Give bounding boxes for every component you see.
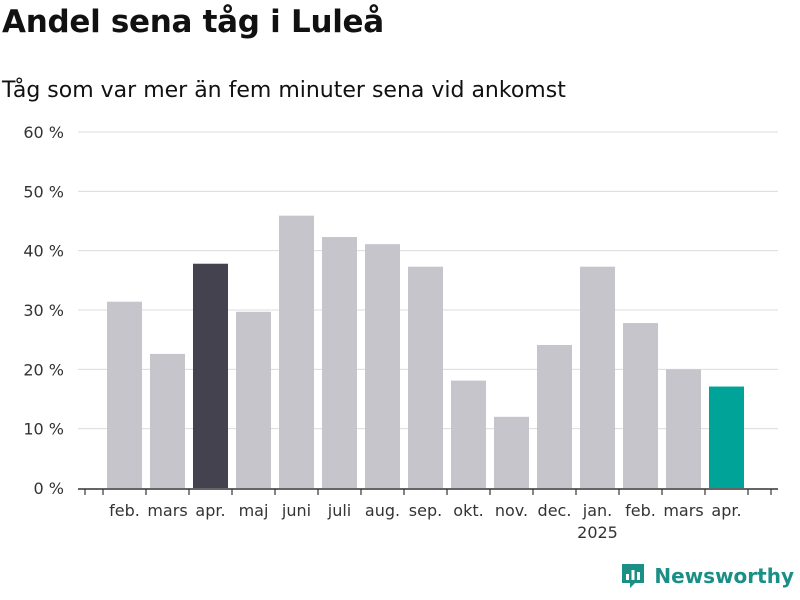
y-tick-label: 50 % — [23, 182, 64, 201]
bar — [494, 416, 529, 488]
x-tick-label: jan. — [582, 501, 612, 520]
bar — [322, 237, 357, 488]
bar — [279, 215, 314, 488]
x-tick-label: maj — [239, 501, 269, 520]
x-tick-label: sep. — [409, 501, 442, 520]
y-tick-label: 10 % — [23, 420, 64, 439]
bar — [150, 353, 185, 488]
y-tick-label: 0 % — [34, 479, 64, 498]
x-tick-label: aug. — [365, 501, 400, 520]
x-tick-label: apr. — [195, 501, 225, 520]
x-tick-label: feb. — [625, 501, 656, 520]
y-tick-label: 60 % — [23, 123, 64, 142]
brand-logo: Newsworthy — [620, 562, 794, 590]
x-tick-label: mars — [147, 501, 187, 520]
bar — [623, 323, 658, 488]
y-tick-label: 30 % — [23, 301, 64, 320]
bar — [236, 311, 271, 488]
x-tick-label: juli — [327, 501, 351, 520]
x-tick-label: dec. — [538, 501, 572, 520]
bar-chart: 0 % 10 % 20 % 30 % 40 % 50 % 60 % feb. mars apr. m… — [23, 123, 778, 542]
x-tick-label: mars — [663, 501, 703, 520]
x-tick-label: juni — [281, 501, 311, 520]
chart-title: Andel sena tåg i Luleå — [2, 4, 384, 40]
bar — [193, 263, 228, 488]
chart-subtitle: Tåg som var mer än fem minuter sena vid … — [2, 78, 566, 103]
bar — [537, 345, 572, 488]
bar — [365, 244, 400, 488]
x-tick-label: okt. — [453, 501, 483, 520]
bar — [451, 380, 486, 488]
y-tick-label: 20 % — [23, 360, 64, 379]
bar — [107, 301, 142, 488]
x-year-label: 2025 — [577, 523, 618, 542]
bar — [709, 386, 744, 488]
y-tick-label: 40 % — [23, 242, 64, 261]
newsworthy-logo-icon — [622, 564, 645, 588]
x-tick-label: feb. — [109, 501, 140, 520]
x-tick-label: apr. — [711, 501, 741, 520]
x-tick-label: nov. — [495, 501, 528, 520]
bar — [408, 266, 443, 488]
brand-name: Newsworthy — [654, 564, 794, 588]
bar — [666, 369, 701, 488]
bar — [580, 266, 615, 488]
